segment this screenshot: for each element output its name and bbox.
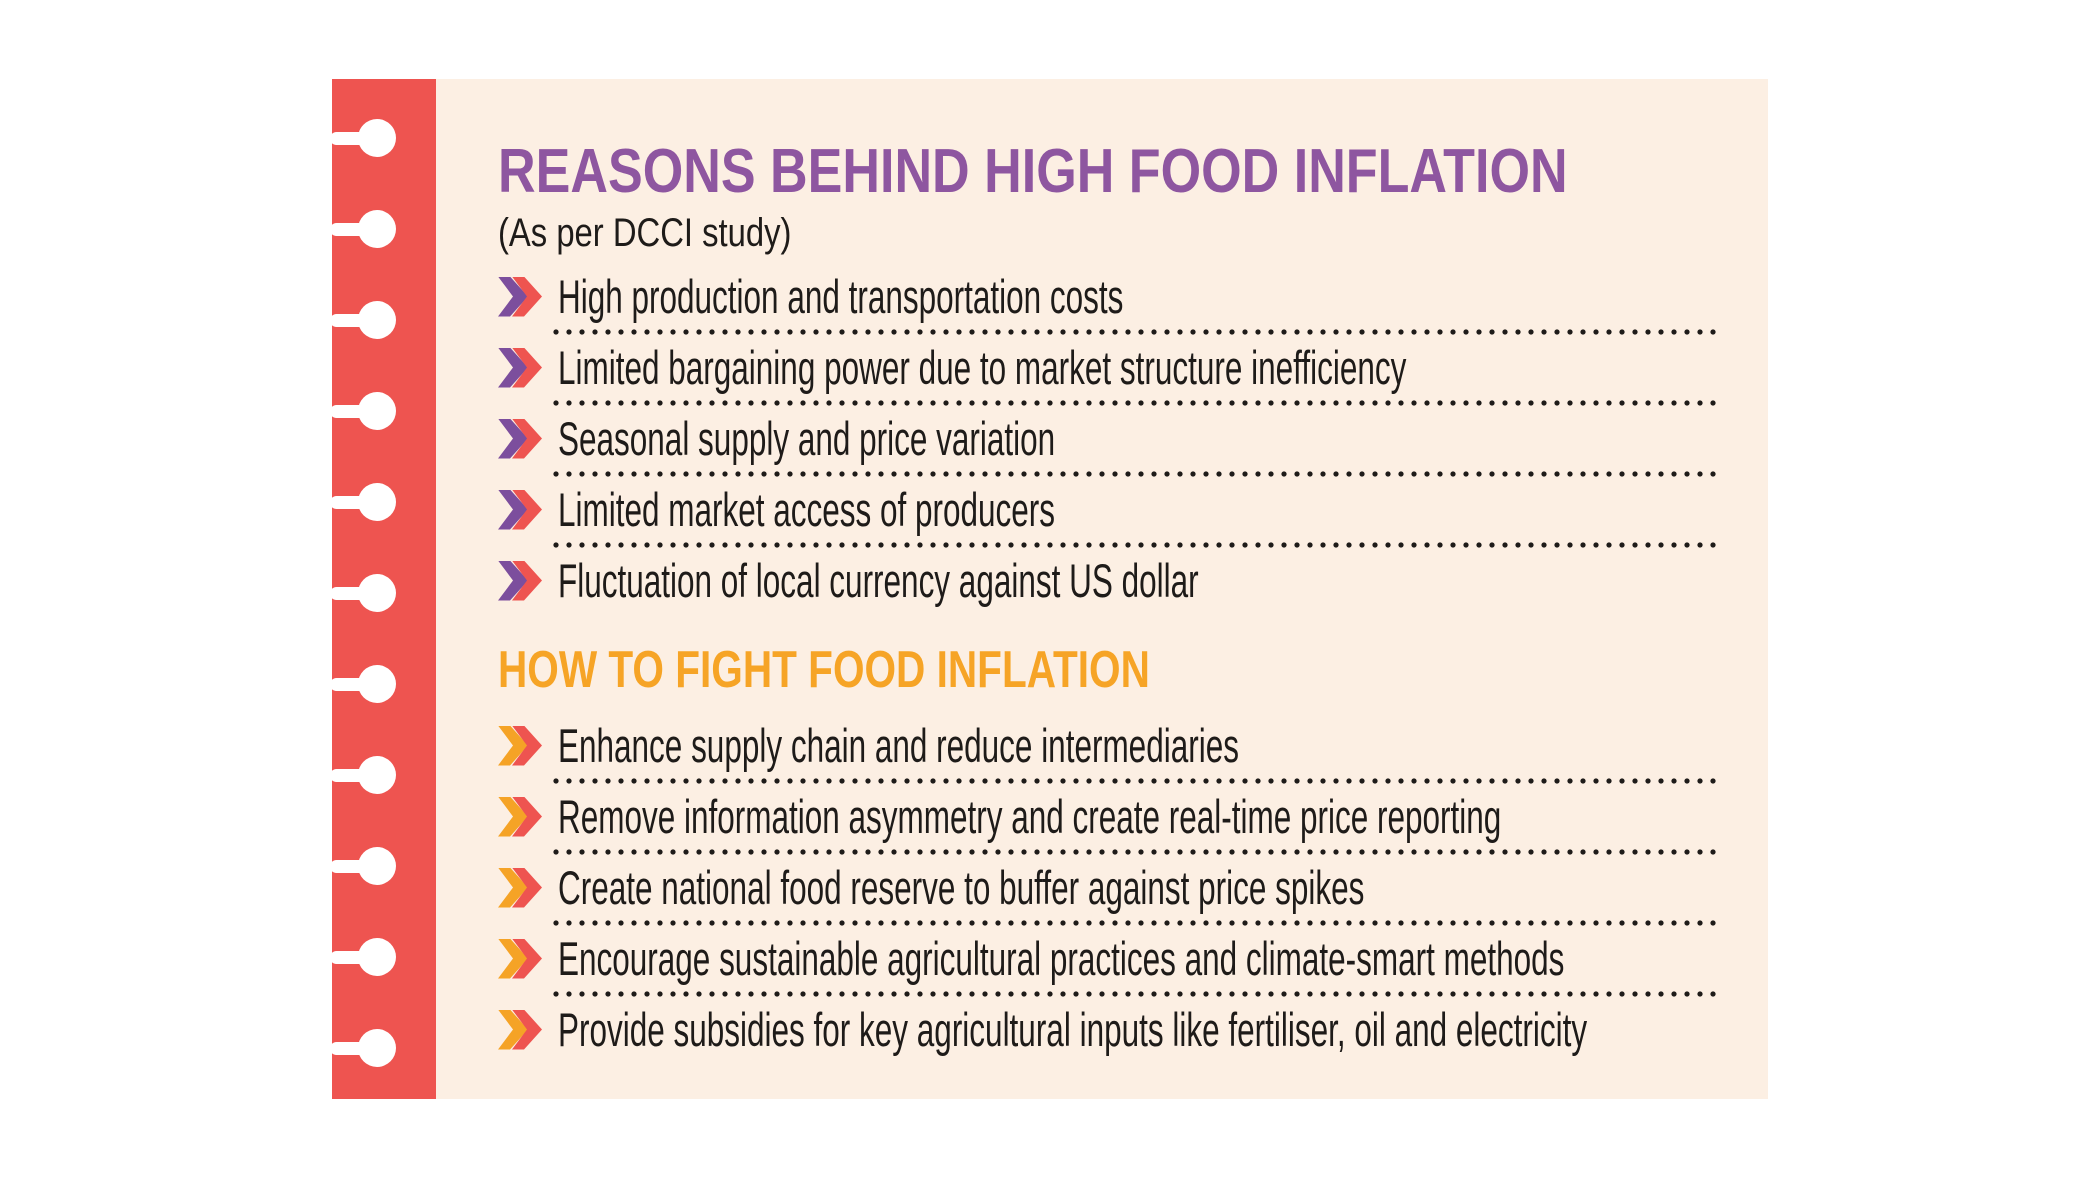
double-chevron-icon [498,276,542,317]
reasons-subtitle: (As per DCCI study) [498,211,792,255]
list-item-label: Create national food reserve to buffer a… [558,861,1365,914]
dotted-divider [553,542,1718,548]
list-item-label: Seasonal supply and price variation [558,412,1056,465]
double-chevron-icon [498,489,542,530]
list-item: High production and transportation costs [498,261,1718,335]
solutions-list: Enhance supply chain and reduce intermed… [498,710,1718,1065]
binding-hole-ring [358,119,396,157]
double-chevron-icon [498,418,542,459]
binding-hole [330,301,436,339]
dotted-divider [553,329,1718,335]
list-item: Remove information asymmetry and create … [498,781,1718,855]
double-chevron-icon [498,1009,542,1050]
double-chevron-icon [498,725,542,766]
list-item-label: Enhance supply chain and reduce intermed… [558,719,1239,772]
dotted-divider [553,991,1718,997]
binding-hole [330,119,436,157]
solutions-title: HOW TO FIGHT FOOD INFLATION [498,641,1150,699]
notepad-paper: REASONS BEHIND HIGH FOOD INFLATION (As p… [436,79,1768,1099]
double-chevron-icon [498,938,542,979]
double-chevron-icon [498,347,542,388]
list-item-label: Fluctuation of local currency against US… [558,554,1199,607]
list-item-label: Remove information asymmetry and create … [558,790,1502,843]
binding-hole [330,665,436,703]
double-chevron-icon [498,867,542,908]
list-item: Limited market access of producers [498,474,1718,548]
list-item: Encourage sustainable agricultural pract… [498,923,1718,997]
reasons-list: High production and transportation costs… [498,261,1718,616]
binding-hole-ring [358,847,396,885]
binding-hole-ring [358,1029,396,1067]
binding-hole-ring [358,574,396,612]
binding-hole [330,574,436,612]
binding-hole [330,938,436,976]
list-item: Limited bargaining power due to market s… [498,332,1718,406]
list-item: Fluctuation of local currency against US… [498,545,1718,616]
double-chevron-icon [498,796,542,837]
dotted-divider [553,920,1718,926]
spiral-binding [330,79,436,1099]
reasons-title: REASONS BEHIND HIGH FOOD INFLATION [498,137,1568,206]
list-item: Seasonal supply and price variation [498,403,1718,477]
binding-hole [330,210,436,248]
binding-hole [330,756,436,794]
list-item-label: Provide subsidies for key agricultural i… [558,1003,1588,1056]
double-chevron-icon [498,560,542,601]
dotted-divider [553,849,1718,855]
binding-hole [330,483,436,521]
dotted-divider [553,400,1718,406]
list-item: Enhance supply chain and reduce intermed… [498,710,1718,784]
list-item: Create national food reserve to buffer a… [498,852,1718,926]
binding-hole-ring [358,210,396,248]
dotted-divider [553,471,1718,477]
binding-hole [330,392,436,430]
list-item-label: Encourage sustainable agricultural pract… [558,932,1565,985]
binding-hole [330,1029,436,1067]
binding-hole-ring [358,483,396,521]
binding-hole-ring [358,756,396,794]
list-item-label: High production and transportation costs [558,270,1124,323]
binding-hole [330,847,436,885]
notepad-card: REASONS BEHIND HIGH FOOD INFLATION (As p… [330,79,1768,1099]
list-item-label: Limited market access of producers [558,483,1056,536]
binding-hole-ring [358,301,396,339]
binding-hole-ring [358,665,396,703]
list-item: Provide subsidies for key agricultural i… [498,994,1718,1065]
list-item-label: Limited bargaining power due to market s… [558,341,1407,394]
binding-hole-ring [358,938,396,976]
binding-hole-ring [358,392,396,430]
dotted-divider [553,778,1718,784]
